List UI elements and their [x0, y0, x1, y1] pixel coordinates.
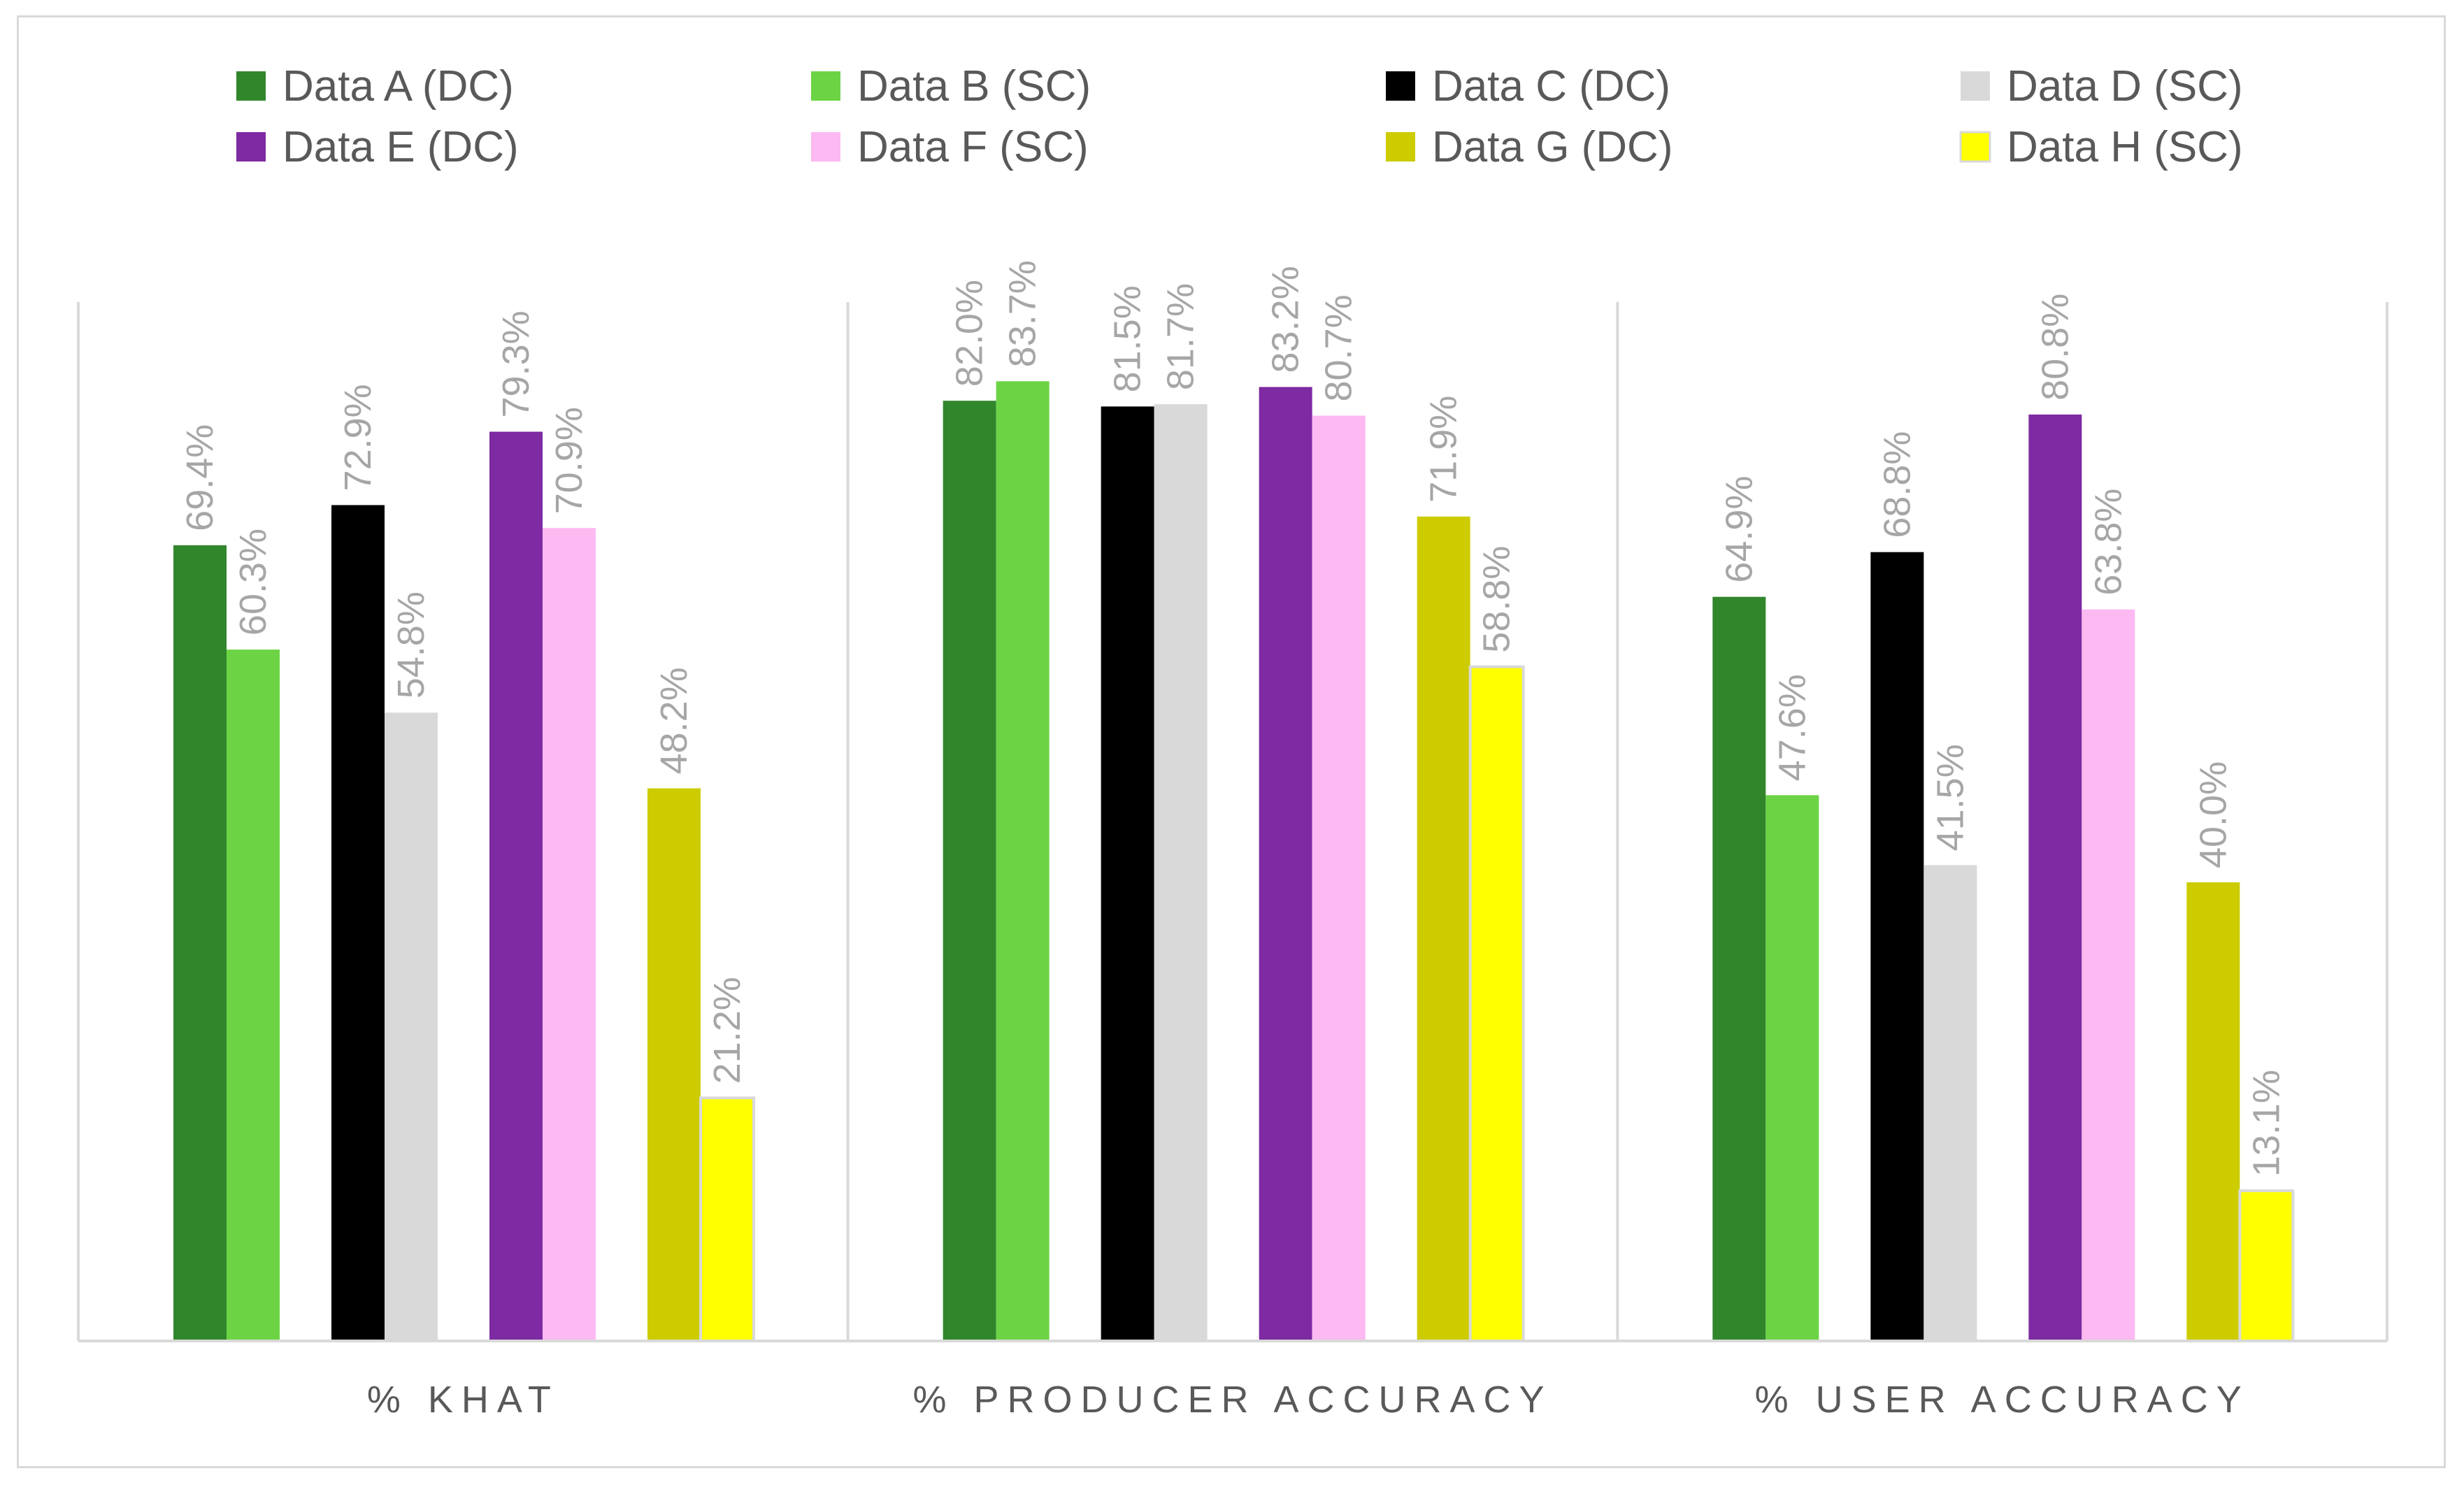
data-label-8-2: 58.8%	[1476, 546, 1518, 653]
data-label-1-1: 69.4%	[179, 424, 221, 531]
bar-4-1	[385, 712, 438, 1341]
bar-6-1	[543, 528, 596, 1341]
category-label-1: % KHAT	[367, 1379, 559, 1421]
bar-4-3	[1924, 865, 1977, 1341]
legend-label-7: Data G (DC)	[1432, 123, 1672, 171]
data-label-2-2: 83.7%	[1002, 260, 1044, 367]
data-label-5-2: 83.2%	[1265, 266, 1307, 373]
legend-label-3: Data C (DC)	[1432, 62, 1670, 110]
legend-swatch-3	[1386, 71, 1415, 101]
bar-5-2	[1259, 387, 1312, 1341]
data-label-4-3: 41.5%	[1929, 744, 1971, 851]
legend-swatch-6	[811, 132, 840, 162]
legend-label-8: Data H (SC)	[2007, 123, 2243, 171]
bars	[173, 381, 2295, 1343]
data-label-3-1: 72.9%	[337, 384, 379, 491]
data-label-6-3: 63.8%	[2087, 489, 2129, 596]
legend-swatch-1	[236, 71, 266, 101]
legend-swatch-4	[1961, 71, 1990, 101]
legend-label-4: Data D (SC)	[2007, 62, 2243, 110]
category-label-3: % USER ACCURACY	[1755, 1379, 2250, 1421]
data-label-6-1: 70.9%	[548, 407, 590, 514]
bar-5-3	[2028, 414, 2082, 1341]
data-label-7-1: 48.2%	[653, 667, 695, 774]
bar-1-1	[173, 545, 227, 1341]
bar-2-1	[227, 650, 280, 1341]
category-separators	[77, 302, 2388, 1341]
category-labels: % KHAT % PRODUCER ACCURACY % USER ACCURACY	[367, 1379, 2250, 1421]
data-label-2-1: 60.3%	[232, 529, 274, 636]
data-label-3-3: 68.8%	[1876, 431, 1918, 538]
bar-2-2	[996, 381, 1050, 1341]
bar-2-3	[1765, 795, 1819, 1341]
bar-7-1	[647, 788, 701, 1341]
bar-8-2	[1468, 665, 1525, 1342]
bar-1-3	[1712, 596, 1766, 1341]
bar-7-3	[2186, 882, 2240, 1341]
bar-3-3	[1870, 552, 1924, 1342]
data-label-5-1: 79.3%	[495, 310, 537, 417]
data-label-8-1: 21.2%	[706, 977, 748, 1084]
legend-label-5: Data E (DC)	[282, 123, 519, 171]
data-label-1-2: 82.0%	[949, 280, 991, 387]
data-label-7-2: 71.9%	[1423, 396, 1465, 503]
data-label-4-1: 54.8%	[390, 591, 432, 698]
legend-swatch-2	[811, 71, 840, 101]
data-label-3-2: 81.5%	[1107, 285, 1149, 392]
legend-label-1: Data A (DC)	[282, 62, 514, 110]
bar-1-2	[943, 401, 996, 1342]
data-label-8-3: 13.1%	[2245, 1070, 2287, 1177]
data-labels: 69.4% 60.3% 72.9% 54.8% 79.3% 70.9% 48.2% 21.2%…	[179, 260, 2287, 1177]
data-label-2-3: 47.6%	[1771, 674, 1813, 781]
legend-label-6: Data F (SC)	[857, 123, 1089, 171]
category-label-2: % PRODUCER ACCURACY	[912, 1379, 1552, 1421]
bar-7-2	[1417, 516, 1470, 1341]
legend-swatch-5	[236, 132, 266, 162]
bar-3-2	[1101, 406, 1154, 1341]
bar-6-3	[2082, 609, 2135, 1342]
legend-swatch-8	[1959, 131, 1991, 163]
bar-6-2	[1312, 415, 1366, 1341]
data-label-1-3: 64.9%	[1718, 476, 1760, 583]
data-label-4-2: 81.7%	[1160, 283, 1202, 390]
legend: Data A (DC) Data B (SC) Data C (DC) Data D …	[236, 62, 2243, 171]
data-label-7-3: 40.0%	[2192, 761, 2234, 868]
bar-8-3	[2238, 1189, 2295, 1343]
legend-swatch-7	[1386, 132, 1415, 162]
legend-label-2: Data B (SC)	[857, 62, 1091, 110]
bar-3-1	[331, 505, 385, 1342]
bar-4-2	[1154, 404, 1208, 1341]
bar-5-1	[489, 431, 543, 1341]
bar-8-1	[699, 1096, 755, 1342]
data-label-6-2: 80.7%	[1318, 294, 1360, 401]
data-label-5-3: 80.8%	[2034, 294, 2076, 401]
